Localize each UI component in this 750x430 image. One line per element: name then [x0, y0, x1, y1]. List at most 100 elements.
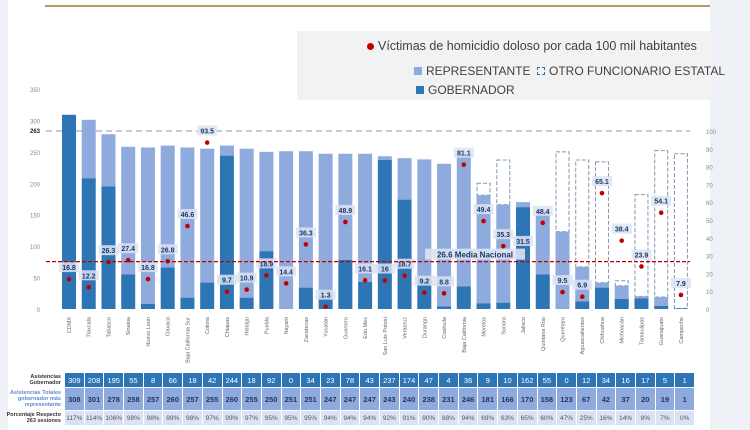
- representante-bar: [535, 209, 550, 275]
- row-label: Asistencias Gobernador: [29, 374, 61, 386]
- legend: Víctimas de homicidio doloso por cada 10…: [297, 31, 725, 100]
- homicidio-label: 49.4: [477, 207, 491, 214]
- data-label-bg: [493, 229, 514, 240]
- data-label-bg: [513, 235, 534, 246]
- homicidio-label: 26.3: [102, 248, 116, 255]
- data-label-bg: [552, 275, 573, 286]
- gobernador-bar: [121, 274, 136, 309]
- table-cell: 247: [320, 388, 340, 410]
- data-label-bg: [256, 258, 277, 269]
- table-cell: 37: [616, 388, 635, 410]
- category-label: Guanajuato: [659, 317, 665, 345]
- gobernador-bar: [298, 287, 313, 309]
- homicidio-point: [244, 287, 249, 292]
- homicidio-point: [283, 281, 289, 286]
- table-cell: 9: [478, 373, 498, 387]
- data-label-bg: [315, 289, 336, 300]
- gobernador-bar: [160, 267, 175, 309]
- otro-funcionario-bar: [476, 182, 491, 196]
- homicidio-point: [402, 273, 407, 279]
- representante-bar: [200, 148, 215, 283]
- table-cell: 247: [340, 388, 360, 410]
- row-label: Porcentaje Respecto 263 sesiones: [6, 412, 61, 424]
- bar-chart: 0 50 100 150 200 250 300 350 0 10 20 30 40 50 60 70 80 90…: [30, 88, 717, 363]
- table-cell: 0: [557, 373, 576, 387]
- category-label: Baja California Sur: [185, 317, 191, 363]
- category-label: Tabasco: [106, 317, 112, 338]
- representante-bar: [81, 119, 96, 179]
- table-cell: 250: [261, 388, 281, 410]
- table-cell: 47%: [557, 411, 576, 425]
- legend-label: OTRO FUNCIONARIO ESTATAL: [549, 64, 726, 78]
- y-right-tick: 40: [706, 237, 713, 243]
- data-label-bg: [118, 243, 139, 254]
- homicidio-label: 16.8: [141, 265, 155, 272]
- representante-bar: [377, 156, 392, 161]
- homicidio-point: [422, 290, 427, 295]
- otro-funcionario-bar: [634, 194, 649, 297]
- table-cell: 63%: [498, 411, 517, 425]
- table-cell: 94%: [320, 411, 340, 425]
- category-label: Chiapas: [225, 317, 231, 337]
- category-label: Veracruz: [403, 317, 409, 339]
- homicidio-label: 14.4: [279, 269, 293, 276]
- table-cell: 246: [458, 388, 478, 410]
- representante-bar: [516, 202, 531, 208]
- data-label-bg: [631, 249, 652, 260]
- table-cell: 92: [261, 373, 281, 387]
- data-label-bg: [295, 227, 316, 238]
- gobernador-bar: [358, 281, 373, 309]
- table-cell: 16%: [596, 411, 616, 425]
- data-label-bg: [453, 147, 474, 158]
- table-cell: 117%: [65, 411, 84, 425]
- category-label: Chihuahua: [600, 316, 606, 344]
- left-margin: [0, 0, 8, 430]
- homicidio-label: 54.1: [654, 199, 668, 206]
- representante-bar: [634, 296, 649, 299]
- table-cell: 260: [222, 388, 242, 410]
- data-label-bg: [236, 272, 257, 283]
- table-cell: 166: [498, 388, 517, 410]
- table-cell: 25%: [576, 411, 596, 425]
- homicidio-label: 9.7: [222, 278, 232, 285]
- representante-bar: [654, 297, 669, 306]
- homicidio-point: [66, 276, 72, 282]
- homicidio-label: 36.3: [299, 230, 313, 237]
- row-label: Asistencias Totales gobernador más repre…: [10, 390, 61, 408]
- representante-bar: [614, 285, 629, 299]
- gobernador-bar: [239, 297, 254, 309]
- table-cell: 18: [183, 373, 202, 387]
- representante-bar: [160, 145, 175, 268]
- homicidio-point: [264, 273, 269, 278]
- swatch-icon: [414, 67, 422, 75]
- otro-funcionario-bar: [496, 159, 511, 206]
- table-cell: 162: [517, 373, 537, 387]
- gobernador-bar: [338, 259, 353, 309]
- table-cell: 8%: [635, 411, 655, 425]
- table-cell: 7%: [655, 411, 675, 425]
- table-cell: 94%: [340, 411, 360, 425]
- y-left-tick: 300: [30, 119, 41, 125]
- table-cell: 94%: [360, 411, 379, 425]
- table-cell: 255: [242, 388, 261, 410]
- homicidio-point: [461, 162, 467, 167]
- table-cell: 309: [65, 373, 84, 387]
- category-label: Morelos: [482, 317, 488, 337]
- table-cell: 257: [143, 388, 163, 410]
- gobernador-bar: [673, 308, 688, 309]
- homicidio-label: 1.3: [321, 293, 331, 300]
- table-cell: 308: [65, 388, 84, 410]
- y-right-tick: 20: [706, 272, 713, 278]
- category-label: Aguascalientes: [580, 317, 586, 355]
- table-cell: 65%: [517, 411, 537, 425]
- homicidio-point: [441, 291, 447, 296]
- table-cell: 12: [576, 373, 596, 387]
- representante-bar: [437, 163, 452, 307]
- homicidio-label: 35.3: [496, 232, 510, 239]
- category-label: Guerrero: [343, 317, 349, 339]
- table-cell: 66: [163, 373, 183, 387]
- representante-bar: [180, 147, 195, 298]
- gobernador-bar: [62, 114, 76, 310]
- data-label-bg: [591, 176, 612, 187]
- category-label: Jalisco: [521, 317, 527, 334]
